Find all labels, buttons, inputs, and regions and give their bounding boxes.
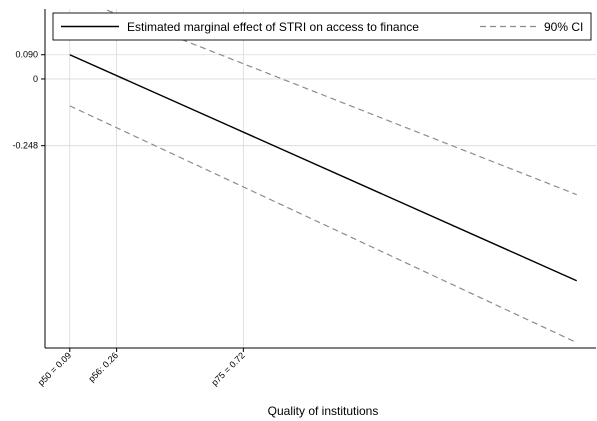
x-tick-label: p75 = 0.72 — [209, 350, 246, 387]
legend: Estimated marginal effect of STRI on acc… — [52, 12, 592, 41]
x-tick-label: p50 = 0.09 — [36, 350, 73, 387]
legend-label-estimate: Estimated marginal effect of STRI on acc… — [127, 20, 419, 34]
y-tick-label: 0.090 — [15, 50, 38, 60]
estimate-line — [69, 54, 578, 282]
x-tick-label: p56: 0.26 — [86, 350, 120, 384]
y-tick-label: 0 — [33, 74, 38, 84]
x-axis-title: Quality of institutions — [268, 404, 379, 418]
legend-label-ci: 90% CI — [544, 20, 583, 34]
plot-frame — [45, 9, 596, 348]
ci-bound-line — [69, 105, 577, 344]
grid-layer — [45, 9, 596, 348]
axes-layer — [44, 9, 596, 349]
y-tick-label: -0.248 — [12, 141, 38, 151]
